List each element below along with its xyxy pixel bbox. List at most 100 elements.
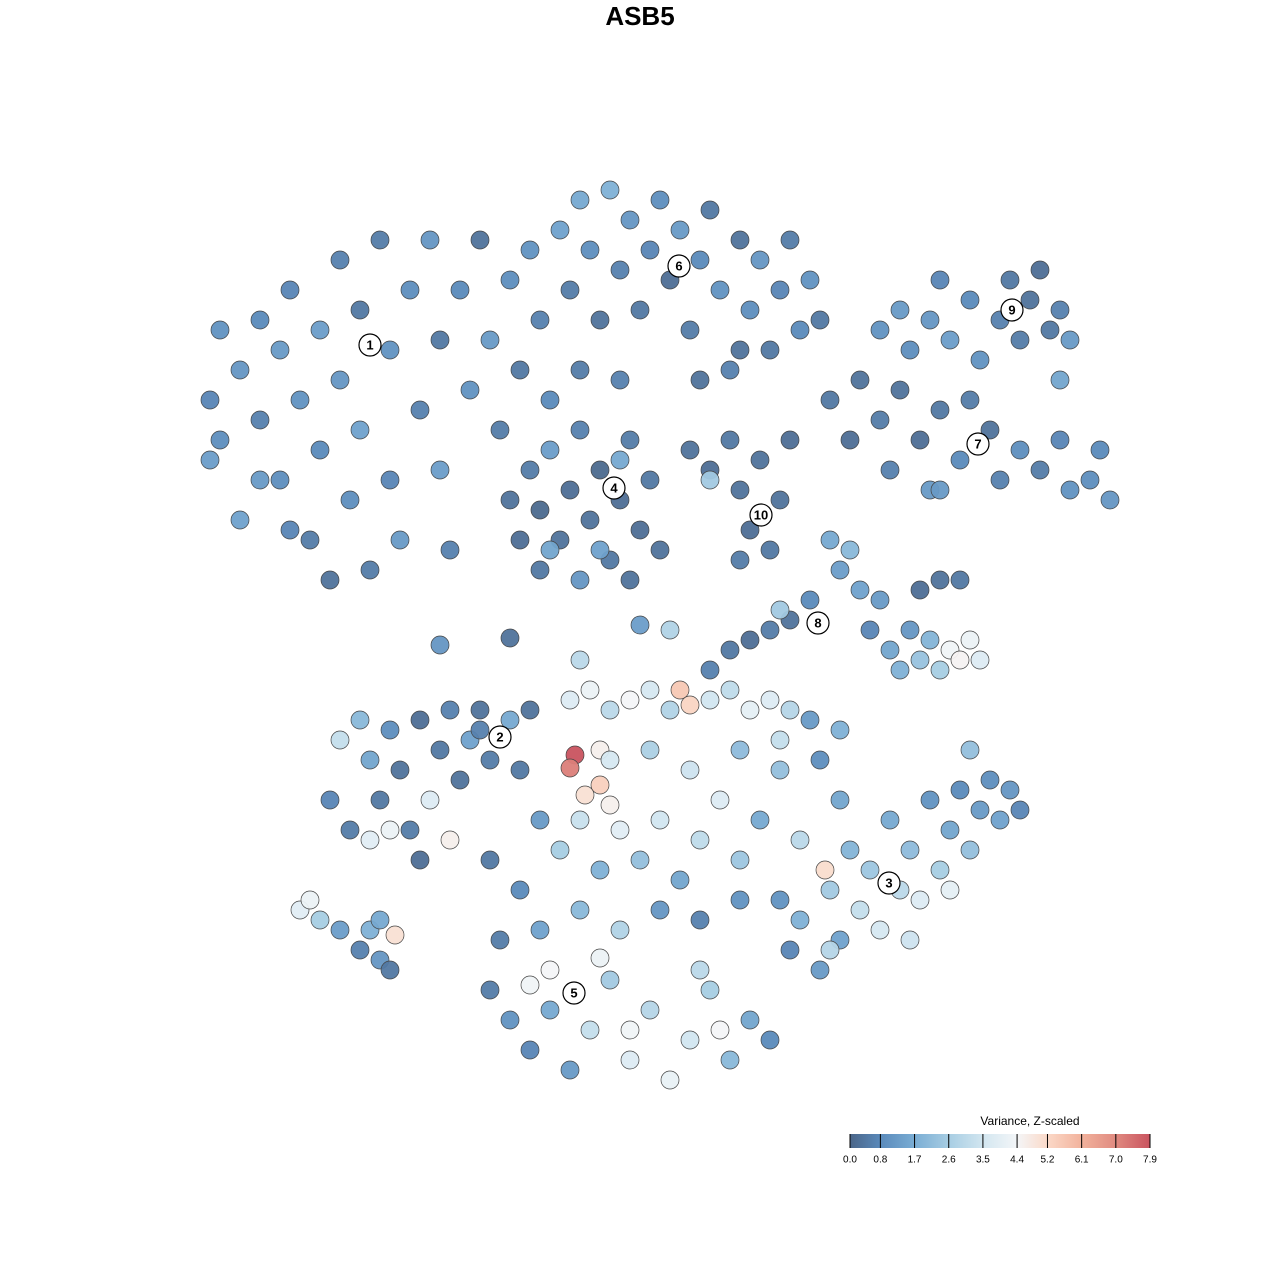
point [1080, 470, 1100, 490]
cluster-label: 8 [814, 615, 821, 630]
point [690, 960, 710, 980]
point [840, 540, 860, 560]
point [570, 650, 590, 670]
point [820, 880, 840, 900]
point [410, 400, 430, 420]
point [480, 980, 500, 1000]
point [740, 700, 760, 720]
point [650, 900, 670, 920]
point [500, 710, 520, 730]
point [720, 680, 740, 700]
colorbar-segment [1115, 1134, 1151, 1148]
point [430, 330, 450, 350]
colorbar-tick-label: 7.9 [1143, 1155, 1157, 1166]
point [510, 760, 530, 780]
point [750, 810, 770, 830]
point [610, 370, 630, 390]
cluster-label: 9 [1008, 302, 1015, 317]
colorbar-segment [914, 1134, 950, 1148]
point [670, 870, 690, 890]
point [570, 360, 590, 380]
point [370, 790, 390, 810]
point [250, 470, 270, 490]
point [630, 850, 650, 870]
point [430, 460, 450, 480]
point [970, 350, 990, 370]
point [1010, 800, 1030, 820]
point [300, 530, 320, 550]
point [310, 910, 330, 930]
point [390, 530, 410, 550]
point [1010, 330, 1030, 350]
point [1050, 370, 1070, 390]
colorbar-tick-label: 0.8 [873, 1155, 887, 1166]
point [280, 520, 300, 540]
point [930, 660, 950, 680]
point [900, 840, 920, 860]
point [590, 860, 610, 880]
point [760, 620, 780, 640]
point [900, 930, 920, 950]
point [970, 800, 990, 820]
point [640, 1000, 660, 1020]
point [660, 1070, 680, 1090]
point [200, 390, 220, 410]
point [450, 280, 470, 300]
point [720, 430, 740, 450]
point [540, 390, 560, 410]
point [970, 650, 990, 670]
point [610, 920, 630, 940]
point [900, 340, 920, 360]
point [590, 460, 610, 480]
point [410, 850, 430, 870]
point [1050, 430, 1070, 450]
point [380, 340, 400, 360]
point [700, 980, 720, 1000]
point [770, 730, 790, 750]
point [270, 470, 290, 490]
point [850, 370, 870, 390]
point [1020, 290, 1040, 310]
point [540, 540, 560, 560]
cluster-label-marker [877, 871, 901, 895]
point [780, 700, 800, 720]
point [960, 290, 980, 310]
colorbar-segment [1081, 1134, 1117, 1148]
point [600, 700, 620, 720]
point [730, 550, 750, 570]
point [620, 1020, 640, 1040]
cluster-label-marker [749, 503, 773, 527]
point [740, 520, 760, 540]
point [860, 620, 880, 640]
point [1100, 490, 1120, 510]
colorbar-title: Variance, Z-scaled [980, 1114, 1079, 1128]
point [870, 410, 890, 430]
point [730, 740, 750, 760]
point [250, 410, 270, 430]
point [740, 300, 760, 320]
point [560, 758, 580, 778]
point [330, 370, 350, 390]
colorbar-tick-label: 0.0 [843, 1155, 857, 1166]
cluster-labels: 1 2 3 4 5 6 7 8 9 10 [358, 254, 1024, 1005]
point [700, 690, 720, 710]
point [930, 270, 950, 290]
colorbar-tick-label: 4.4 [1010, 1155, 1024, 1166]
point [810, 960, 830, 980]
point [980, 420, 1000, 440]
point [500, 628, 520, 648]
point [870, 590, 890, 610]
point [760, 1030, 780, 1050]
point [520, 1040, 540, 1060]
point [960, 390, 980, 410]
colorbar-tick-label: 7.0 [1109, 1155, 1123, 1166]
point [630, 615, 650, 635]
cluster-label-marker [562, 981, 586, 1005]
point [530, 920, 550, 940]
point [730, 480, 750, 500]
point [690, 370, 710, 390]
point [300, 890, 320, 910]
point [470, 230, 490, 250]
point [330, 250, 350, 270]
point [570, 570, 590, 590]
